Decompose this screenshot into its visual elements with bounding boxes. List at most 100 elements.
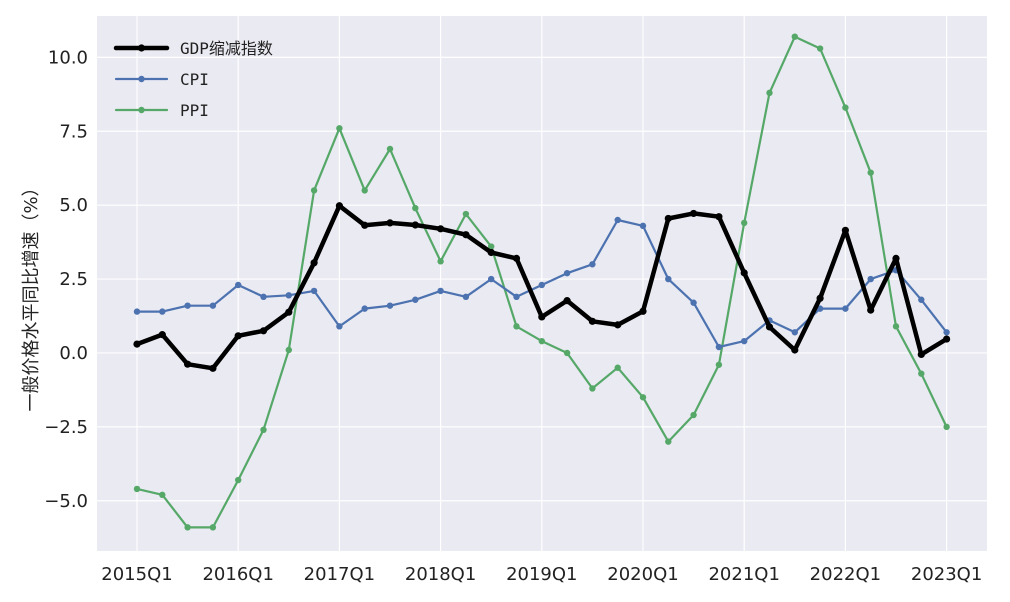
data-point	[335, 202, 343, 210]
data-point	[563, 269, 571, 277]
data-point	[614, 216, 621, 224]
series-ppi	[133, 33, 950, 531]
legend-label: PPI	[180, 101, 209, 120]
data-point	[918, 296, 925, 303]
x-tick-label: 2016Q1	[202, 564, 273, 585]
data-point	[690, 411, 697, 419]
data-point	[588, 317, 597, 325]
data-point	[184, 360, 192, 368]
data-point	[816, 305, 824, 312]
data-point	[437, 225, 445, 233]
x-tick-labels: 2015Q1 2016Q1 2017Q1 2018Q1 2019Q1 2020Q1 2021…	[101, 564, 982, 585]
y-tick-labels: −5.0 −2.5 0.0 2.5 5.0 7.5 10.0	[44, 47, 88, 511]
legend-swatch-marker	[138, 106, 145, 114]
data-point	[589, 385, 596, 392]
x-tick-label: 2018Q1	[405, 564, 476, 585]
data-point	[791, 329, 798, 336]
data-point	[589, 261, 596, 268]
data-point	[741, 219, 748, 227]
data-point	[512, 254, 521, 262]
legend-label: CPI	[180, 70, 209, 89]
legend-swatch-marker	[138, 75, 145, 83]
data-point	[614, 321, 622, 329]
data-point	[235, 476, 242, 484]
data-point	[259, 327, 268, 335]
x-tick-label: 2019Q1	[506, 564, 577, 585]
legend-swatch-marker	[137, 44, 146, 52]
data-point	[462, 210, 470, 218]
y-tick-label: −5.0	[44, 491, 88, 512]
data-point	[310, 259, 318, 267]
y-axis-label: 一般价格水平同比增速（%）	[21, 178, 42, 411]
data-point	[260, 293, 267, 301]
data-point	[690, 209, 698, 218]
data-point	[740, 269, 748, 277]
data-point	[715, 361, 723, 368]
data-point	[285, 346, 292, 354]
x-tick-label: 2020Q1	[607, 564, 678, 585]
data-point	[513, 293, 520, 301]
data-point	[411, 221, 419, 229]
data-point	[538, 313, 546, 321]
data-point	[892, 323, 900, 330]
data-point	[412, 296, 419, 303]
data-point	[437, 258, 444, 265]
data-point	[943, 329, 950, 336]
data-point	[133, 308, 141, 315]
data-point	[184, 524, 191, 531]
y-tick-label: −2.5	[44, 417, 88, 438]
x-tick-label: 2015Q1	[101, 564, 172, 585]
legend-entry: CPI	[114, 70, 209, 89]
data-point	[361, 221, 369, 229]
data-point	[943, 423, 950, 431]
y-tick-label: 7.5	[59, 121, 88, 142]
data-point	[892, 254, 900, 262]
data-point	[133, 485, 141, 493]
data-point	[563, 349, 571, 357]
data-point	[235, 281, 242, 289]
data-point	[538, 337, 545, 345]
x-tick-label: 2021Q1	[708, 564, 779, 585]
data-point	[260, 426, 267, 434]
data-point	[159, 491, 166, 499]
data-point	[791, 346, 799, 354]
data-point	[841, 226, 850, 234]
data-point	[765, 323, 774, 331]
data-point	[361, 187, 368, 194]
data-point	[209, 364, 217, 372]
data-point	[487, 248, 495, 257]
data-point	[639, 394, 647, 401]
data-point	[488, 275, 495, 283]
series-group	[133, 33, 951, 531]
data-point	[842, 305, 849, 312]
legend-entry: PPI	[114, 101, 209, 120]
data-point	[310, 187, 318, 194]
data-point	[867, 306, 875, 314]
data-point	[310, 287, 318, 295]
data-point	[664, 214, 672, 223]
data-point	[665, 438, 672, 445]
data-point	[209, 524, 217, 531]
legend-label: GDP缩减指数	[180, 39, 273, 58]
data-point	[462, 293, 470, 301]
data-point	[386, 219, 394, 227]
data-point	[639, 222, 647, 230]
legend-entry: GDP缩减指数	[113, 39, 273, 58]
data-point	[715, 343, 723, 351]
data-point	[665, 275, 672, 283]
data-point	[816, 45, 824, 52]
data-point	[361, 305, 368, 312]
data-point	[715, 213, 723, 221]
data-point	[285, 308, 293, 316]
data-point	[690, 299, 697, 306]
data-point	[816, 294, 824, 302]
data-point	[918, 370, 925, 377]
data-point	[386, 145, 394, 153]
data-point	[285, 292, 292, 299]
data-point	[917, 350, 925, 359]
data-point	[867, 275, 874, 283]
data-point	[538, 281, 545, 289]
data-point	[336, 125, 343, 132]
y-tick-label: 2.5	[59, 269, 88, 290]
